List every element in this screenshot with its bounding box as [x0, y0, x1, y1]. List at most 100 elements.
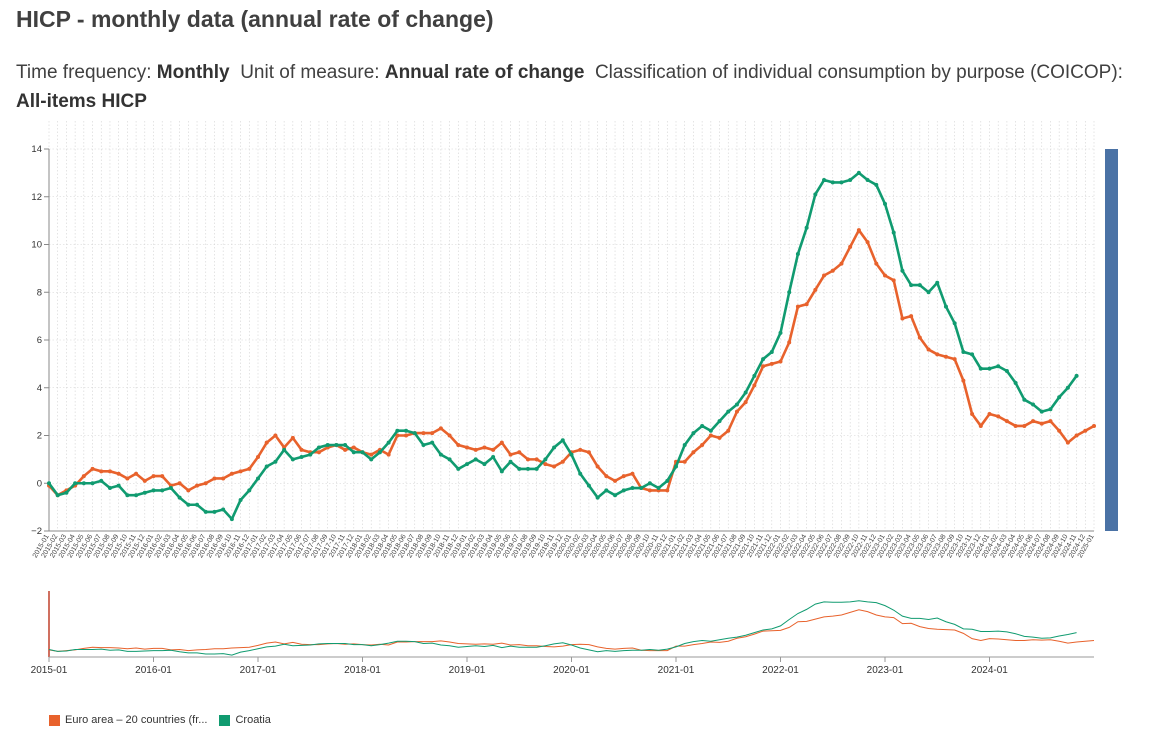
- data-point-croatia[interactable]: [1039, 409, 1044, 414]
- data-point-euro-area[interactable]: [125, 476, 130, 481]
- data-point-euro-area[interactable]: [1031, 419, 1036, 424]
- data-point-croatia[interactable]: [717, 419, 722, 424]
- data-point-croatia[interactable]: [107, 486, 112, 491]
- data-point-euro-area[interactable]: [543, 462, 548, 467]
- data-point-croatia[interactable]: [996, 364, 1001, 369]
- data-point-euro-area[interactable]: [743, 400, 748, 405]
- data-point-croatia[interactable]: [116, 483, 121, 488]
- data-point-croatia[interactable]: [282, 447, 287, 452]
- data-point-croatia[interactable]: [909, 283, 914, 288]
- data-point-croatia[interactable]: [1022, 397, 1027, 402]
- data-point-euro-area[interactable]: [804, 302, 809, 307]
- data-point-croatia[interactable]: [978, 366, 983, 371]
- data-point-croatia[interactable]: [743, 390, 748, 395]
- data-point-euro-area[interactable]: [856, 228, 861, 233]
- data-point-croatia[interactable]: [351, 450, 356, 455]
- data-point-euro-area[interactable]: [160, 474, 165, 479]
- data-point-croatia[interactable]: [708, 428, 713, 433]
- data-point-euro-area[interactable]: [865, 240, 870, 245]
- data-point-croatia[interactable]: [813, 192, 818, 197]
- data-point-croatia[interactable]: [682, 443, 687, 448]
- data-point-croatia[interactable]: [700, 423, 705, 428]
- data-point-croatia[interactable]: [1013, 380, 1018, 385]
- data-point-croatia[interactable]: [734, 402, 739, 407]
- data-point-euro-area[interactable]: [499, 440, 504, 445]
- data-point-euro-area[interactable]: [177, 481, 182, 486]
- data-point-croatia[interactable]: [168, 486, 173, 491]
- data-point-euro-area[interactable]: [891, 278, 896, 283]
- data-point-croatia[interactable]: [142, 490, 147, 495]
- data-point-croatia[interactable]: [273, 459, 278, 464]
- data-point-euro-area[interactable]: [943, 354, 948, 359]
- data-point-euro-area[interactable]: [552, 464, 557, 469]
- data-point-croatia[interactable]: [430, 440, 435, 445]
- data-point-croatia[interactable]: [891, 230, 896, 235]
- data-point-euro-area[interactable]: [99, 469, 104, 474]
- data-point-croatia[interactable]: [404, 428, 409, 433]
- data-point-croatia[interactable]: [578, 471, 583, 476]
- data-point-euro-area[interactable]: [700, 443, 705, 448]
- data-point-euro-area[interactable]: [316, 450, 321, 455]
- data-point-euro-area[interactable]: [151, 474, 156, 479]
- data-point-croatia[interactable]: [665, 478, 670, 483]
- filter-coicop-value[interactable]: All-items HICP: [16, 91, 147, 112]
- data-point-croatia[interactable]: [412, 431, 417, 436]
- data-point-croatia[interactable]: [90, 481, 95, 486]
- data-point-croatia[interactable]: [552, 445, 557, 450]
- data-point-euro-area[interactable]: [1013, 423, 1018, 428]
- data-point-euro-area[interactable]: [778, 359, 783, 364]
- data-point-euro-area[interactable]: [264, 440, 269, 445]
- data-point-euro-area[interactable]: [917, 335, 922, 340]
- data-point-croatia[interactable]: [569, 452, 574, 457]
- data-point-croatia[interactable]: [970, 352, 975, 357]
- legend-item-euro-area[interactable]: Euro area – 20 countries (fr...: [49, 714, 207, 726]
- data-point-euro-area[interactable]: [717, 435, 722, 440]
- data-point-croatia[interactable]: [360, 450, 365, 455]
- series-layer[interactable]: [47, 170, 1096, 522]
- data-point-croatia[interactable]: [473, 457, 478, 462]
- data-point-euro-area[interactable]: [186, 488, 191, 493]
- data-point-croatia[interactable]: [64, 490, 69, 495]
- data-point-croatia[interactable]: [839, 180, 844, 185]
- data-point-croatia[interactable]: [290, 457, 295, 462]
- data-point-croatia[interactable]: [769, 349, 774, 354]
- data-point-croatia[interactable]: [613, 493, 618, 498]
- data-point-croatia[interactable]: [125, 493, 130, 498]
- data-point-euro-area[interactable]: [647, 488, 652, 493]
- data-point-euro-area[interactable]: [229, 471, 234, 476]
- data-point-croatia[interactable]: [316, 445, 321, 450]
- data-point-croatia[interactable]: [865, 178, 870, 183]
- data-point-euro-area[interactable]: [456, 443, 461, 448]
- data-point-croatia[interactable]: [465, 462, 469, 467]
- data-point-euro-area[interactable]: [343, 447, 348, 452]
- main-chart[interactable]: −2 0 2 4 6 8 10 12 14 2015-012015-022015-032015-…: [0, 115, 1155, 580]
- data-point-croatia[interactable]: [1048, 407, 1053, 412]
- data-point-croatia[interactable]: [987, 366, 992, 371]
- data-point-croatia[interactable]: [151, 488, 156, 493]
- data-point-euro-area[interactable]: [525, 457, 530, 462]
- data-point-euro-area[interactable]: [935, 352, 940, 357]
- data-point-euro-area[interactable]: [142, 478, 147, 483]
- data-point-croatia[interactable]: [917, 283, 922, 288]
- data-point-croatia[interactable]: [247, 488, 252, 493]
- data-point-croatia[interactable]: [926, 290, 931, 295]
- data-point-euro-area[interactable]: [369, 452, 374, 457]
- data-point-euro-area[interactable]: [107, 469, 112, 474]
- data-point-euro-area[interactable]: [395, 433, 400, 438]
- data-point-croatia[interactable]: [883, 201, 887, 206]
- data-point-croatia[interactable]: [900, 268, 905, 273]
- data-point-croatia[interactable]: [795, 252, 800, 257]
- data-point-euro-area[interactable]: [1074, 433, 1079, 438]
- data-point-croatia[interactable]: [961, 349, 966, 354]
- data-point-croatia[interactable]: [647, 481, 652, 486]
- data-point-euro-area[interactable]: [81, 474, 86, 479]
- data-point-croatia[interactable]: [952, 321, 957, 326]
- data-point-euro-area[interactable]: [839, 261, 844, 266]
- data-point-euro-area[interactable]: [822, 273, 827, 278]
- data-point-croatia[interactable]: [229, 517, 234, 522]
- data-point-euro-area[interactable]: [752, 383, 757, 388]
- data-point-euro-area[interactable]: [351, 445, 356, 450]
- data-point-euro-area[interactable]: [734, 409, 739, 414]
- data-point-euro-area[interactable]: [787, 340, 792, 345]
- data-point-euro-area[interactable]: [761, 364, 766, 369]
